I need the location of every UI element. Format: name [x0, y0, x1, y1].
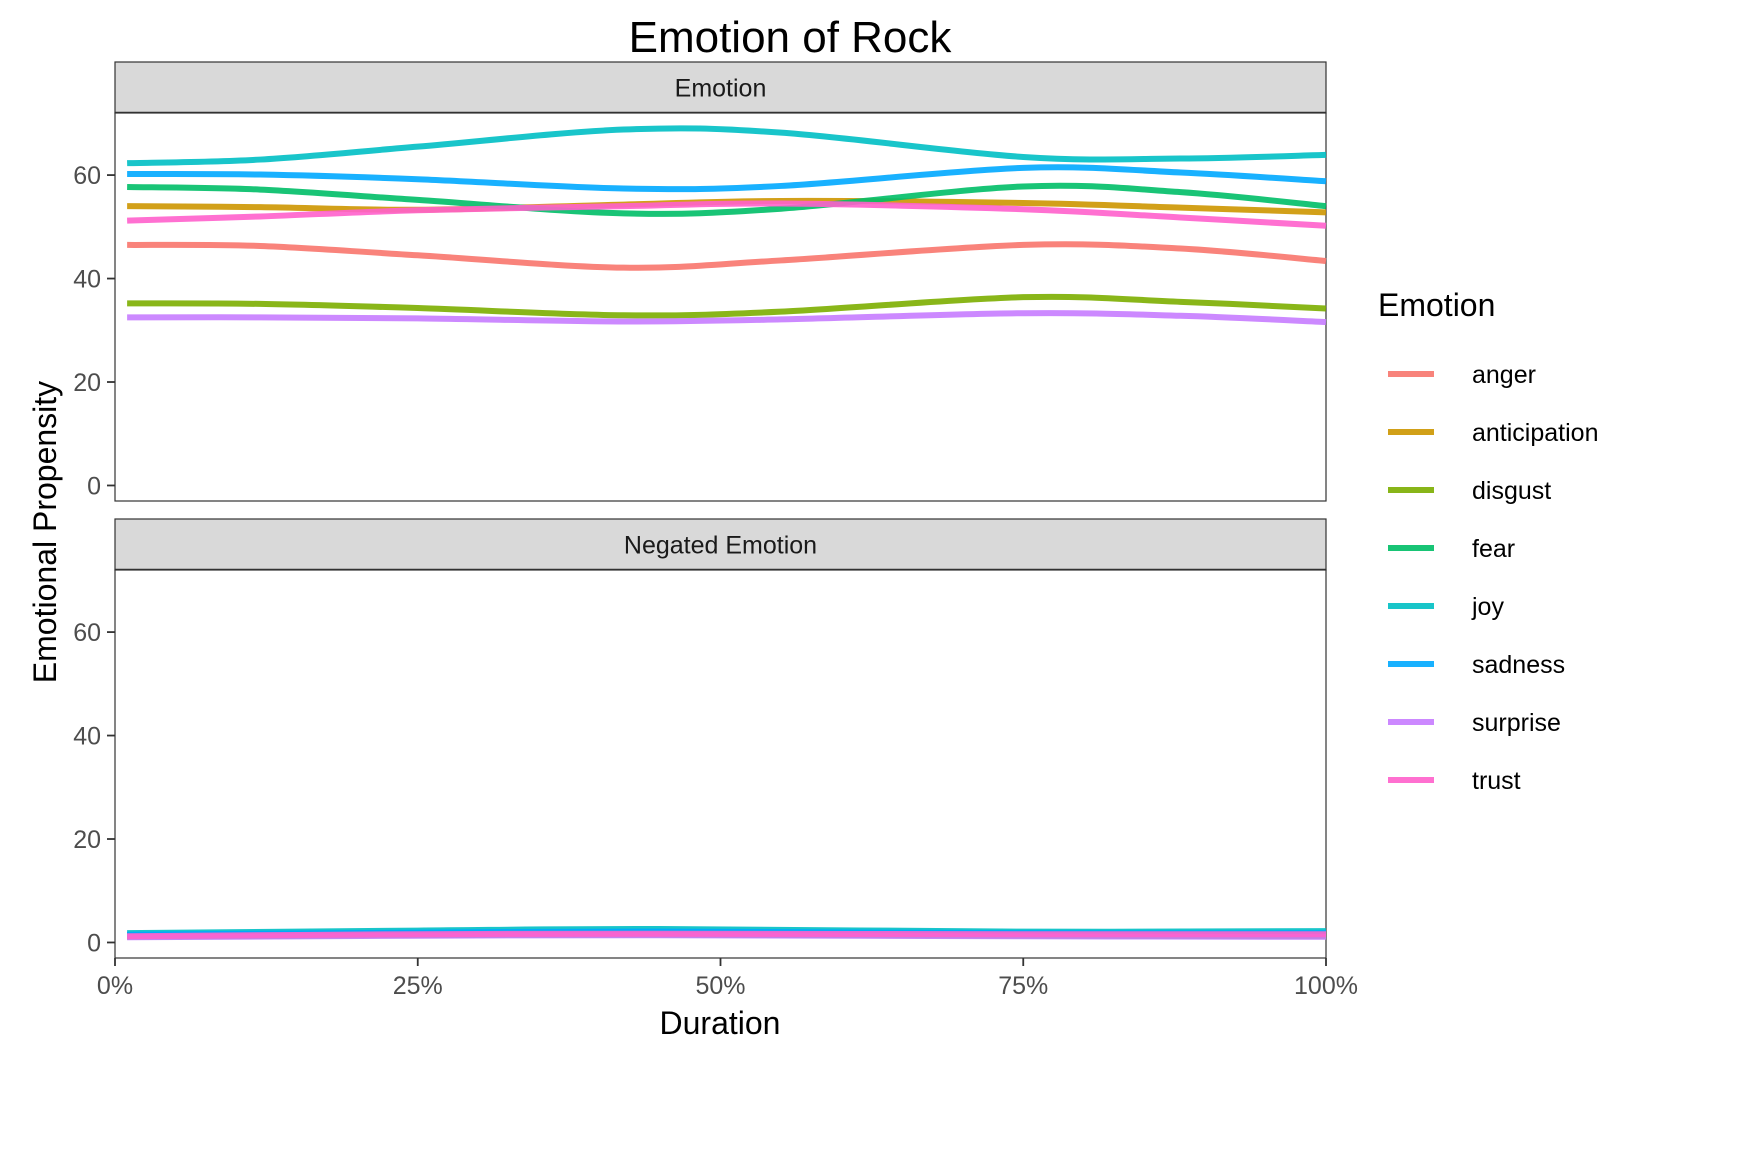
series-line-joy: [127, 125, 1327, 167]
legend-item-anger: anger: [1388, 361, 1536, 389]
y-axis-title: Emotional Propensity: [27, 381, 63, 683]
series-lines: [127, 926, 1327, 941]
x-tick-label: 25%: [393, 972, 443, 1000]
legend-items: anger anticipation disgust fear joy sadness su…: [1388, 361, 1598, 795]
legend-label: trust: [1472, 767, 1521, 795]
series-lines: [127, 125, 1327, 325]
legend-label: surprise: [1472, 709, 1561, 737]
facet-strip: [114, 61, 1327, 114]
facet-panels: Emotion 0 20 40 60 Negated Emotion 0 20 40 60: [73, 61, 1327, 959]
x-tick-label: 100%: [1294, 972, 1358, 1000]
legend-item-joy: joy: [1388, 593, 1504, 621]
y-tick-label: 40: [73, 266, 101, 294]
facet-strip-label: Emotion: [675, 75, 767, 103]
legend-item-anticipation: anticipation: [1388, 419, 1598, 447]
y-tick-label: 60: [73, 162, 101, 190]
legend-label: disgust: [1472, 477, 1551, 505]
chart-title: Emotion of Rock: [629, 13, 953, 62]
x-axis: 0% 25% 50% 75% 100%: [97, 958, 1358, 1000]
x-tick-label: 50%: [695, 972, 745, 1000]
legend-item-disgust: disgust: [1388, 477, 1551, 505]
legend-label: anticipation: [1472, 419, 1598, 447]
legend-item-trust: trust: [1388, 767, 1521, 795]
series-line-fear: [127, 182, 1327, 217]
x-tick-label: 0%: [97, 972, 133, 1000]
y-tick-label: 40: [73, 723, 101, 751]
y-tick-label: 60: [73, 619, 101, 647]
series-line-trust: [127, 930, 1327, 940]
legend-label: sadness: [1472, 651, 1565, 679]
x-axis-title: Duration: [660, 1005, 781, 1041]
series-line-surprise: [127, 310, 1327, 325]
legend-title: Emotion: [1378, 287, 1495, 323]
facet-panel-emotion: Emotion 0 20 40 60: [73, 61, 1327, 502]
facet-strip-label: Negated Emotion: [624, 532, 817, 560]
legend-item-surprise: surprise: [1388, 709, 1561, 737]
y-tick-label: 0: [87, 929, 101, 957]
legend-item-fear: fear: [1388, 535, 1515, 563]
series-line-disgust: [127, 293, 1327, 319]
legend-item-sadness: sadness: [1388, 651, 1565, 679]
x-tick-label: 75%: [998, 972, 1048, 1000]
series-line-anger: [127, 241, 1327, 271]
y-axis: 0 20 40 60: [73, 619, 115, 957]
y-axis: 0 20 40 60: [73, 162, 115, 500]
facet-panel-negated-emotion: Negated Emotion 0 20 40 60: [73, 518, 1327, 959]
plot-panel: [114, 569, 1327, 959]
y-tick-label: 0: [87, 472, 101, 500]
facet-strip: [114, 518, 1327, 571]
y-tick-label: 20: [73, 826, 101, 854]
legend-label: fear: [1472, 535, 1515, 563]
legend-label: anger: [1472, 361, 1536, 389]
y-tick-label: 20: [73, 369, 101, 397]
series-line-sadness: [127, 164, 1327, 193]
legend-label: joy: [1471, 593, 1504, 621]
series-line-trust: [127, 200, 1327, 229]
legend: Emotion anger anticipation disgust fear joy s…: [1378, 287, 1598, 795]
